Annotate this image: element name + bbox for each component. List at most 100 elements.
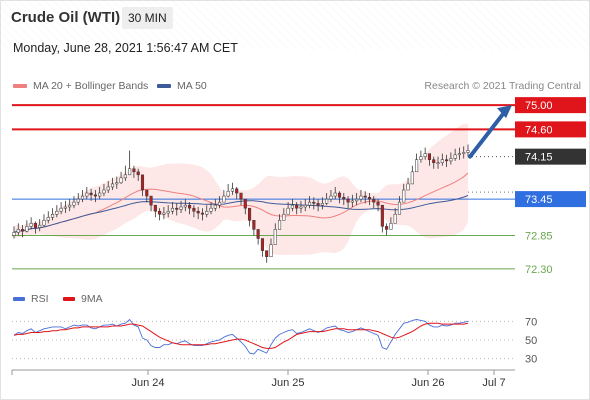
candle-body xyxy=(59,207,63,212)
legend-rsi: RSI xyxy=(13,293,49,305)
candle-body xyxy=(196,210,200,214)
candle-body xyxy=(307,201,312,206)
candle-body xyxy=(282,214,286,221)
candle-body xyxy=(235,188,239,194)
level-label-bg-75.00 xyxy=(515,97,586,114)
candle-body xyxy=(158,210,162,215)
candle-body xyxy=(402,189,406,203)
ma20-swatch-icon xyxy=(13,84,27,88)
rsi-9ma-line xyxy=(13,322,469,349)
candle-body xyxy=(209,207,213,212)
candle-body xyxy=(376,201,380,206)
candle-body xyxy=(243,198,247,209)
candle-body xyxy=(350,200,354,203)
bollinger-band xyxy=(14,123,468,256)
candle-body xyxy=(166,210,170,214)
forecast-arrow-head-icon xyxy=(497,105,512,119)
candle-body xyxy=(179,206,183,210)
level-label-bg-74.15 xyxy=(515,148,586,165)
legend-ma50-label: MA 50 xyxy=(177,80,207,92)
candle-body xyxy=(410,171,414,185)
candle-body xyxy=(46,217,50,221)
candle-body xyxy=(462,152,466,154)
candle-body xyxy=(12,232,16,236)
candle-body xyxy=(98,192,102,197)
legend-ma50: MA 50 xyxy=(157,80,207,92)
candle-body xyxy=(188,204,192,209)
candle-body xyxy=(119,177,123,183)
candle-body xyxy=(372,198,376,203)
candle-body xyxy=(445,159,449,162)
candle-body xyxy=(415,159,419,173)
candle-body xyxy=(16,229,20,233)
candle-body xyxy=(106,186,110,191)
candle-body xyxy=(440,159,444,163)
candle-body xyxy=(342,197,346,200)
candle-body xyxy=(72,201,76,206)
candle-body xyxy=(380,204,384,227)
candle-body xyxy=(63,206,67,209)
instrument-title: Crude Oil (WTI) xyxy=(11,9,121,26)
candle-body xyxy=(149,195,153,206)
candle-body xyxy=(21,229,25,232)
candle-body xyxy=(273,229,277,245)
forecast-arrow-line xyxy=(468,108,508,159)
candle-body xyxy=(153,204,157,212)
candle-body xyxy=(29,223,33,227)
candle-body xyxy=(299,206,303,209)
candle-body xyxy=(80,195,85,200)
candle-body xyxy=(265,250,269,257)
candle-body xyxy=(320,203,324,206)
timeframe-badge[interactable]: 30 MIN xyxy=(122,7,173,29)
candle-body xyxy=(449,158,453,162)
candle-body xyxy=(256,229,260,239)
x-tick-label: Jun 26 xyxy=(411,377,444,389)
credit-text: Research © 2021 Trading Central xyxy=(424,80,581,92)
x-tick-label: Jun 24 xyxy=(131,377,164,389)
candle-body xyxy=(50,214,55,218)
candle-body xyxy=(286,207,290,215)
candle-body xyxy=(248,207,252,221)
candle-body xyxy=(346,198,350,203)
candle-body xyxy=(183,204,187,208)
candle-body xyxy=(205,210,209,215)
rsi-tick-70: 70 xyxy=(525,316,537,328)
candle-body xyxy=(260,238,264,251)
candle-body xyxy=(128,168,132,176)
rsi9ma-swatch-icon xyxy=(63,297,75,301)
rsi-swatch-icon xyxy=(13,297,25,301)
candle-body xyxy=(333,192,337,197)
candle-body xyxy=(239,192,243,200)
candle-body xyxy=(325,198,329,204)
x-tick-label: Jun 25 xyxy=(271,377,304,389)
candle-body xyxy=(200,212,205,215)
rsi-tick-50: 50 xyxy=(525,335,537,347)
candle-body xyxy=(115,182,119,185)
candle-body xyxy=(218,201,222,206)
level-label-72.85: 72.85 xyxy=(525,230,553,242)
legend-ma20-label: MA 20 + Bollinger Bands xyxy=(33,80,149,92)
candle-body xyxy=(367,197,372,200)
candle-body xyxy=(42,220,46,226)
candle-body xyxy=(385,226,389,230)
candle-body xyxy=(192,207,196,212)
candle-body xyxy=(453,154,457,159)
legend-rsi-label: RSI xyxy=(31,293,49,305)
candle-body xyxy=(93,194,97,197)
candle-body xyxy=(457,153,461,156)
candle-body xyxy=(76,198,80,203)
legend-rsi9ma-label: 9MA xyxy=(81,293,103,305)
candle-body xyxy=(162,212,166,215)
legend-ma20: MA 20 + Bollinger Bands xyxy=(13,80,148,92)
candle-body xyxy=(436,162,440,164)
x-tick-label: Jul 7 xyxy=(482,377,505,389)
candle-body xyxy=(33,223,37,228)
candle-body xyxy=(295,204,299,209)
level-label-74.15: 74.15 xyxy=(525,152,553,164)
candle-body xyxy=(363,195,367,198)
level-label-72.30: 72.30 xyxy=(525,264,553,276)
candle-body xyxy=(337,192,342,198)
candle-body xyxy=(419,156,423,160)
legend-rsi9ma: 9MA xyxy=(63,293,103,305)
